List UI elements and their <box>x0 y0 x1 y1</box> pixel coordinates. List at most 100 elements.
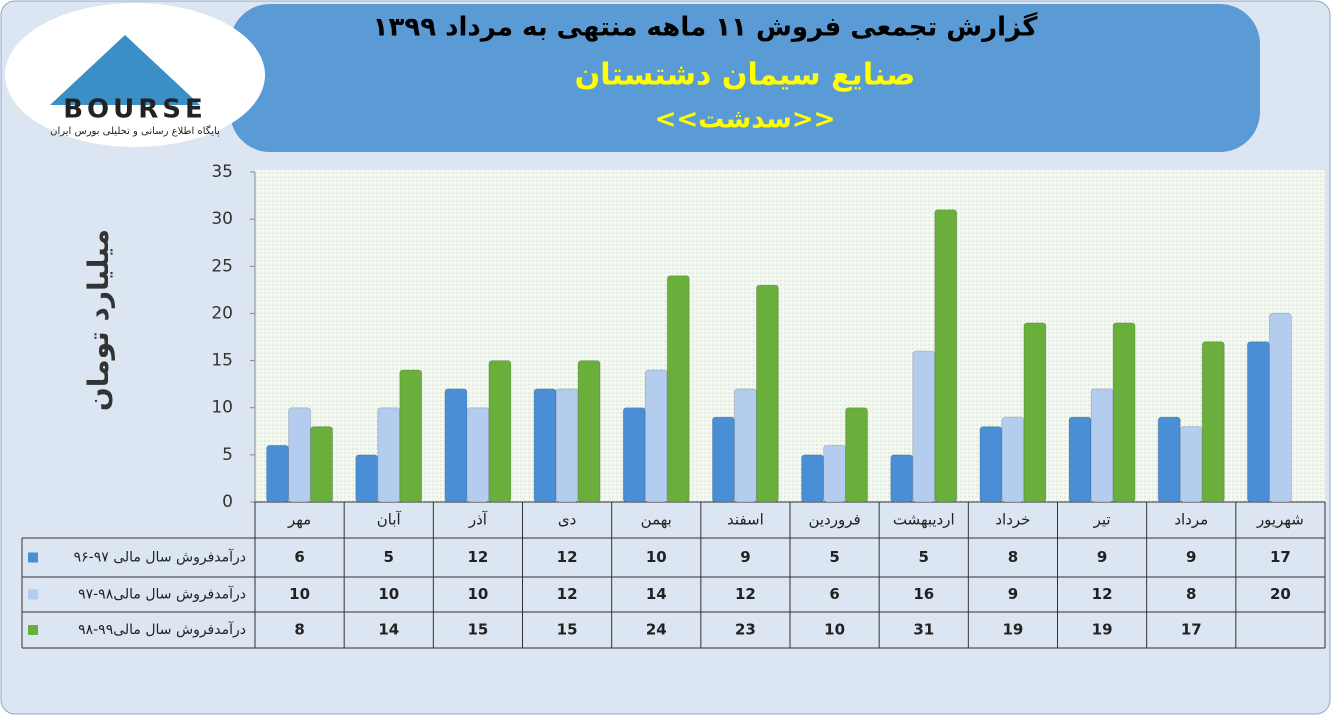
x-tick-label: آذر <box>468 511 488 529</box>
table-value: 15 <box>467 621 488 639</box>
legend-swatch <box>28 625 38 635</box>
y-tick-label: 0 <box>222 492 233 512</box>
bar <box>399 369 423 503</box>
bar <box>1068 416 1092 503</box>
table-value: 20 <box>1270 585 1291 603</box>
legend-label: درآمدفروش سال مالی۹۸-۹۷ <box>78 586 246 603</box>
table-value: 14 <box>378 621 399 639</box>
bar <box>288 407 312 503</box>
x-tick-label: مهر <box>287 511 311 529</box>
bar <box>733 388 757 503</box>
legend-label: درآمدفروش سال مالی ۹۷-۹۶ <box>74 549 246 566</box>
x-tick-label: دی <box>558 511 576 529</box>
bar <box>466 407 490 503</box>
bar <box>801 454 825 503</box>
bar <box>1112 322 1136 503</box>
table-value: 16 <box>913 585 934 603</box>
chart-title: گزارش تجمعی فروش ۱۱ ماهه منتهی به مرداد … <box>373 12 1039 43</box>
table-value: 10 <box>824 621 845 639</box>
plot-area <box>255 170 1325 502</box>
x-tick-label: مرداد <box>1174 511 1208 529</box>
bar <box>1201 341 1225 503</box>
bar <box>1157 416 1181 503</box>
bar <box>823 444 847 503</box>
legend-swatch <box>28 552 38 563</box>
y-tick-label: 15 <box>211 351 233 371</box>
bar <box>266 444 290 503</box>
x-tick-label: فروردین <box>808 511 860 529</box>
table-value: 6 <box>829 585 839 603</box>
x-tick-label: آبان <box>377 511 402 529</box>
table-value: 5 <box>919 548 929 566</box>
table-value: 8 <box>294 621 304 639</box>
bar <box>1268 312 1292 503</box>
table-value: 10 <box>378 585 399 603</box>
bar <box>934 209 958 503</box>
legend-swatch <box>28 589 38 600</box>
bar <box>1090 388 1114 503</box>
bar <box>1023 322 1047 503</box>
table-value: 12 <box>1092 585 1113 603</box>
table-value: 12 <box>557 585 578 603</box>
table-value: 19 <box>1002 621 1023 639</box>
table-value: 17 <box>1270 548 1291 566</box>
table-value: 17 <box>1181 621 1202 639</box>
table-value: 9 <box>1008 585 1018 603</box>
bar <box>711 416 735 503</box>
y-tick-label: 5 <box>222 445 233 465</box>
y-tick-label: 25 <box>211 256 233 276</box>
table-value: 10 <box>646 548 667 566</box>
bar <box>444 388 468 503</box>
bar <box>533 388 557 503</box>
table-value: 9 <box>1097 548 1107 566</box>
bar <box>1246 341 1270 503</box>
bar <box>890 454 914 503</box>
bar <box>488 360 512 503</box>
table-value: 10 <box>467 585 488 603</box>
table-value: 5 <box>384 548 394 566</box>
y-tick-label: 35 <box>211 162 233 182</box>
table-value: 31 <box>913 621 934 639</box>
table-value: 5 <box>829 548 839 566</box>
table-value: 14 <box>646 585 667 603</box>
table-value: 9 <box>740 548 750 566</box>
x-tick-label: اردیبهشت <box>893 511 955 529</box>
x-tick-label: بهمن <box>641 511 672 529</box>
bar <box>577 360 601 503</box>
table-value: 12 <box>735 585 756 603</box>
logo-text: BOURSE <box>63 95 207 125</box>
x-tick-label: تیر <box>1093 511 1111 529</box>
legend-label: درآمدفروش سال مالی۹۹-۹۸ <box>78 621 246 638</box>
bar <box>666 275 690 503</box>
bar <box>912 350 936 503</box>
bar <box>355 454 379 503</box>
y-tick-label: 20 <box>211 303 233 323</box>
bar <box>755 284 779 503</box>
y-tick-label: 30 <box>211 209 233 229</box>
symbol: <<سدشت>> <box>655 105 836 135</box>
table-value: 19 <box>1092 621 1113 639</box>
chart-subtitle: صنایع سیمان دشتستان <box>575 58 916 93</box>
bar <box>377 407 401 503</box>
x-tick-label: خرداد <box>995 511 1030 529</box>
x-tick-label: اسفند <box>727 511 764 529</box>
bar <box>622 407 646 503</box>
table-value: 12 <box>557 548 578 566</box>
bar <box>845 407 869 503</box>
table-value: 24 <box>646 621 667 639</box>
bar <box>555 388 579 503</box>
bar <box>1001 416 1025 503</box>
table-value: 10 <box>289 585 310 603</box>
table-value: 6 <box>294 548 304 566</box>
bar <box>644 369 668 503</box>
logo-mark <box>50 35 200 105</box>
table-value: 12 <box>467 548 488 566</box>
bar <box>979 426 1003 503</box>
table-value: 9 <box>1186 548 1196 566</box>
header-banner <box>230 4 1260 152</box>
table-value: 23 <box>735 621 756 639</box>
logo-caption: پایگاه اطلاع رسانی و تحلیلی بورس ایران <box>50 125 220 137</box>
table-value: 8 <box>1186 585 1196 603</box>
x-tick-label: شهریور <box>1256 511 1304 529</box>
bar <box>1179 426 1203 503</box>
